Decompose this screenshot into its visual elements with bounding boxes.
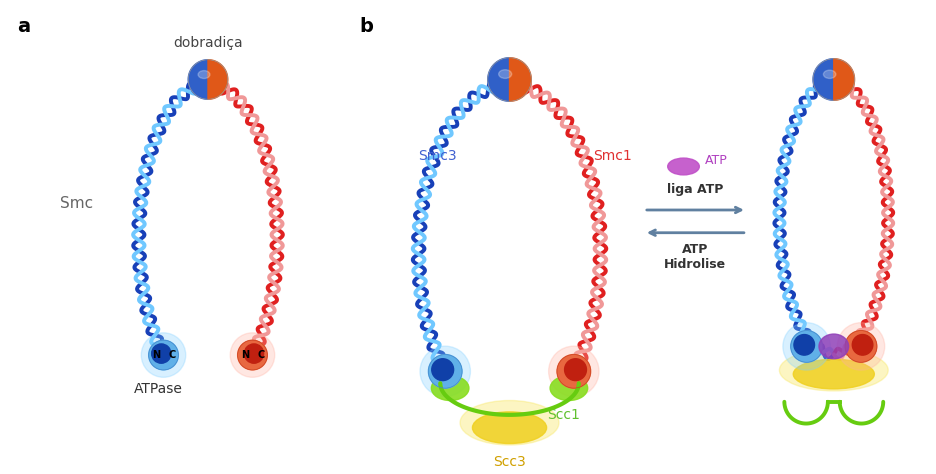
Text: N: N (241, 350, 250, 360)
Text: liga ATP: liga ATP (667, 183, 724, 196)
Text: ATP: ATP (705, 154, 728, 167)
Circle shape (141, 333, 185, 377)
Ellipse shape (499, 70, 512, 78)
Circle shape (564, 359, 587, 381)
Text: Smc: Smc (60, 196, 93, 210)
Text: Smc1: Smc1 (593, 149, 633, 163)
Ellipse shape (819, 334, 849, 359)
Text: Scc3: Scc3 (493, 456, 526, 469)
Polygon shape (813, 59, 834, 100)
Circle shape (548, 346, 599, 397)
Text: Scc1: Scc1 (547, 408, 580, 422)
Circle shape (791, 330, 823, 362)
Ellipse shape (198, 71, 210, 79)
Circle shape (838, 323, 885, 370)
Circle shape (557, 355, 591, 388)
Polygon shape (834, 59, 855, 100)
Circle shape (244, 344, 264, 363)
Text: dobradiça: dobradiça (173, 36, 242, 50)
Circle shape (238, 340, 268, 370)
Text: C: C (168, 350, 176, 360)
Polygon shape (509, 58, 532, 101)
Polygon shape (488, 58, 509, 101)
Circle shape (429, 355, 462, 388)
Ellipse shape (431, 376, 469, 401)
Ellipse shape (473, 412, 547, 444)
Circle shape (152, 344, 171, 363)
Ellipse shape (461, 401, 559, 445)
Ellipse shape (824, 70, 836, 79)
Circle shape (794, 335, 814, 355)
Circle shape (230, 333, 275, 377)
Ellipse shape (667, 158, 699, 175)
Text: N: N (153, 350, 161, 360)
Circle shape (853, 335, 873, 355)
Ellipse shape (550, 376, 588, 401)
Text: C: C (257, 350, 265, 360)
Text: ATPase: ATPase (134, 382, 183, 396)
Polygon shape (208, 60, 227, 99)
Text: ATP
Hidrolise: ATP Hidrolise (665, 243, 726, 271)
Circle shape (845, 330, 877, 362)
Text: b: b (359, 17, 373, 36)
Text: Smc3: Smc3 (418, 149, 457, 163)
Circle shape (149, 340, 179, 370)
Ellipse shape (780, 349, 888, 391)
Ellipse shape (794, 359, 874, 389)
Circle shape (782, 323, 830, 370)
Circle shape (431, 359, 454, 381)
Polygon shape (188, 60, 208, 99)
Circle shape (420, 346, 471, 397)
Text: a: a (17, 17, 30, 36)
